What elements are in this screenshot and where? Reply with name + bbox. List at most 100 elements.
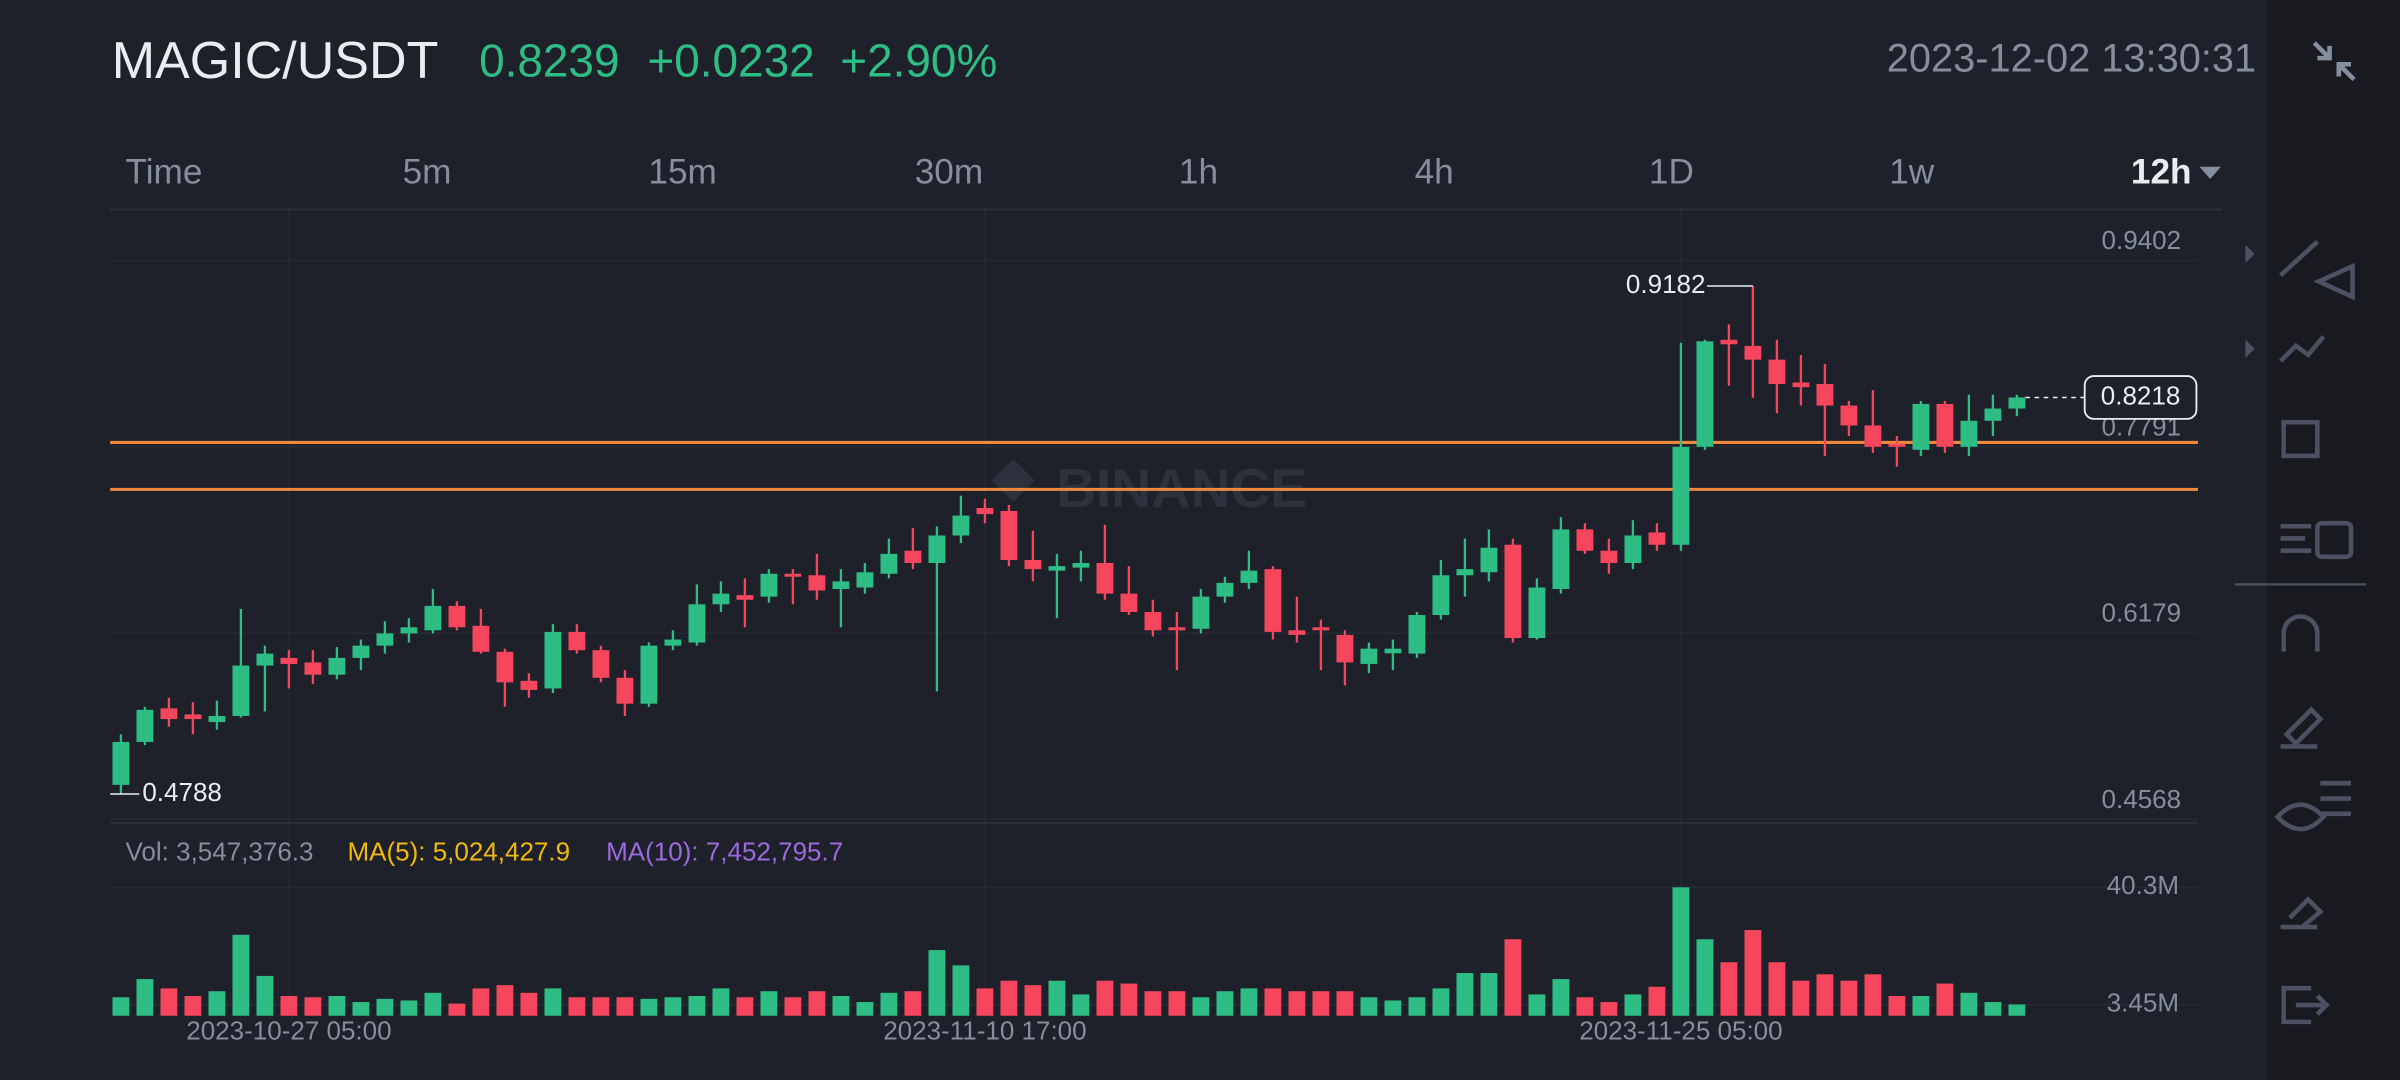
- candle-body: [592, 650, 610, 678]
- volume-bar: [1192, 997, 1210, 1016]
- candle-body: [712, 593, 730, 605]
- candle-body: [352, 645, 370, 658]
- candle-body: [1000, 510, 1018, 561]
- candle-body: [904, 550, 922, 564]
- candle-body: [1840, 405, 1858, 426]
- collapse-arrow[interactable]: [2245, 244, 2255, 358]
- volume-bar: [1144, 991, 1162, 1016]
- timeframe-tab[interactable]: 15m: [648, 153, 716, 192]
- candle-body: [1672, 446, 1690, 545]
- volume-bar: [1888, 995, 1906, 1016]
- volume-bar: [976, 988, 994, 1016]
- volume-bar: [112, 997, 130, 1016]
- timeframe-tab[interactable]: 1w: [1889, 153, 1935, 192]
- timeframe-tab[interactable]: 5m: [403, 153, 452, 192]
- candle-body: [1720, 339, 1738, 345]
- candle-body: [664, 639, 682, 646]
- pencil-tool[interactable]: [2280, 706, 2324, 749]
- candle-body: [1552, 529, 1570, 590]
- y-tick-label: 0.4568: [2102, 784, 2182, 814]
- volume-bar: [232, 934, 250, 1016]
- volume-bar: [1312, 991, 1330, 1016]
- high-label: 0.9182: [1626, 269, 1706, 299]
- candle-body: [1288, 630, 1306, 635]
- multi-line-tool[interactable]: [2278, 335, 2326, 363]
- candle-body: [1240, 570, 1258, 583]
- candle-body: [2008, 397, 2026, 409]
- volume-bar: [1000, 980, 1018, 1016]
- timeframe-tab[interactable]: 1D: [1649, 153, 1694, 192]
- candle-body: [376, 633, 394, 646]
- volume-tick-label: 3.45M: [2107, 988, 2179, 1018]
- volume-bar: [856, 1002, 874, 1016]
- candle-body: [232, 665, 250, 716]
- candle-body: [520, 680, 538, 690]
- candle-body: [1504, 544, 1522, 639]
- shape-tool[interactable]: [2281, 419, 2320, 459]
- candle-body: [1216, 582, 1234, 597]
- trend-line-tool[interactable]: [2279, 240, 2355, 301]
- candle-body: [304, 662, 322, 675]
- candle-body: [256, 653, 274, 666]
- volume-bar: [352, 1002, 370, 1016]
- candle-body: [424, 605, 442, 631]
- volume-bar: [928, 950, 946, 1016]
- volume-bar: [640, 998, 658, 1016]
- volume-bar: [1768, 962, 1786, 1016]
- volume-bar: [1288, 991, 1306, 1016]
- volume-bar: [280, 995, 298, 1016]
- ma10-legend: MA(10): 7,452,795.7: [606, 836, 843, 866]
- select-tool[interactable]: [2315, 520, 2354, 560]
- candle-body: [856, 572, 874, 588]
- volume-bar: [1528, 994, 1546, 1016]
- volume-bar: [1360, 997, 1378, 1016]
- candle-body: [1144, 612, 1162, 631]
- volume-bar: [376, 998, 394, 1016]
- volume-bar: [328, 995, 346, 1016]
- volume-bar: [736, 997, 754, 1016]
- volume-bar: [712, 988, 730, 1016]
- candle-body: [400, 627, 418, 634]
- candle-body: [1648, 532, 1666, 545]
- timeframe-tab[interactable]: 1h: [1179, 153, 1218, 192]
- volume-bar: [688, 995, 706, 1016]
- candle-body: [1864, 425, 1882, 447]
- candle-body: [1696, 341, 1714, 447]
- volume-bar: [880, 992, 898, 1016]
- volume-bar: [1216, 991, 1234, 1016]
- candle-body: [1792, 382, 1810, 388]
- magnet-tool[interactable]: [2281, 614, 2320, 652]
- candle-body: [952, 515, 970, 536]
- timeframe-tab[interactable]: 4h: [1415, 153, 1454, 192]
- exit-fullscreen-button[interactable]: [2312, 41, 2356, 82]
- candle-body: [1072, 563, 1090, 568]
- timeframe-tab[interactable]: 30m: [915, 153, 983, 192]
- candle-body: [544, 631, 562, 689]
- volume-bar: [1408, 997, 1426, 1016]
- eraser-tool[interactable]: [2280, 896, 2324, 930]
- candle-body: [1624, 535, 1642, 564]
- candle-body: [136, 709, 154, 742]
- volume-bar: [1720, 962, 1738, 1016]
- fib-tool[interactable]: [2280, 523, 2312, 554]
- volume-bar: [568, 997, 586, 1016]
- volume-bar: [952, 965, 970, 1016]
- volume-bar: [256, 975, 274, 1016]
- volume-bar: [1456, 973, 1474, 1016]
- drawing-toolbar: [2234, 240, 2367, 1025]
- last-price: 0.8239: [479, 34, 619, 86]
- timeframe-tabs: Time 5m 15m 30m 1h 4h 1D 1w 12h: [126, 153, 2221, 192]
- volume-bar: [1048, 980, 1066, 1016]
- volume-bar: [304, 997, 322, 1016]
- candle-body: [1264, 569, 1282, 632]
- candle-body: [280, 657, 298, 664]
- timeframe-tab[interactable]: 12h: [2131, 153, 2192, 192]
- timeframe-tab[interactable]: Time: [126, 153, 203, 192]
- dropdown-arrow[interactable]: [2199, 166, 2221, 179]
- candle-body: [184, 714, 202, 720]
- candle-body: [1336, 634, 1354, 663]
- exit-tool[interactable]: [2281, 985, 2330, 1025]
- visibility-tool[interactable]: [2274, 780, 2352, 832]
